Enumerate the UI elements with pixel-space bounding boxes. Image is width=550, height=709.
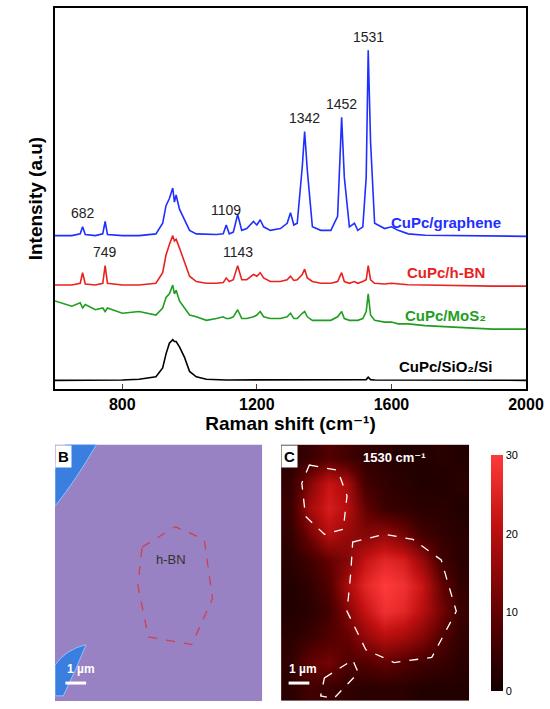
svg-text:1109: 1109 — [211, 202, 241, 218]
svg-text:10: 10 — [506, 606, 518, 618]
svg-text:Intensity (a.u): Intensity (a.u) — [25, 137, 46, 261]
svg-text:C: C — [284, 448, 295, 465]
svg-text:1531: 1531 — [353, 29, 384, 45]
svg-text:749: 749 — [93, 244, 117, 260]
svg-text:682: 682 — [71, 205, 95, 221]
svg-text:h-BN: h-BN — [156, 552, 186, 567]
svg-text:800: 800 — [109, 396, 136, 413]
svg-text:Raman shift (cm⁻¹): Raman shift (cm⁻¹) — [205, 413, 376, 434]
svg-text:1600: 1600 — [374, 396, 410, 413]
svg-text:CuPc/SiO₂/Si: CuPc/SiO₂/Si — [399, 358, 492, 375]
svg-text:1 µm: 1 µm — [289, 662, 317, 676]
svg-text:1 µm: 1 µm — [67, 662, 95, 676]
svg-text:1342: 1342 — [289, 110, 320, 126]
svg-text:30: 30 — [506, 449, 518, 461]
svg-text:0: 0 — [506, 685, 512, 697]
svg-text:B: B — [58, 448, 69, 465]
svg-text:1530 cm⁻¹: 1530 cm⁻¹ — [363, 450, 426, 465]
svg-text:1143: 1143 — [223, 244, 253, 260]
svg-text:CuPc/graphene: CuPc/graphene — [391, 214, 501, 231]
svg-text:CuPc/MoS₂: CuPc/MoS₂ — [405, 307, 486, 324]
svg-text:1200: 1200 — [239, 396, 275, 413]
svg-text:2000: 2000 — [508, 396, 544, 413]
svg-text:1452: 1452 — [326, 96, 357, 112]
svg-text:20: 20 — [506, 528, 518, 540]
svg-text:CuPc/h-BN: CuPc/h-BN — [407, 264, 485, 281]
